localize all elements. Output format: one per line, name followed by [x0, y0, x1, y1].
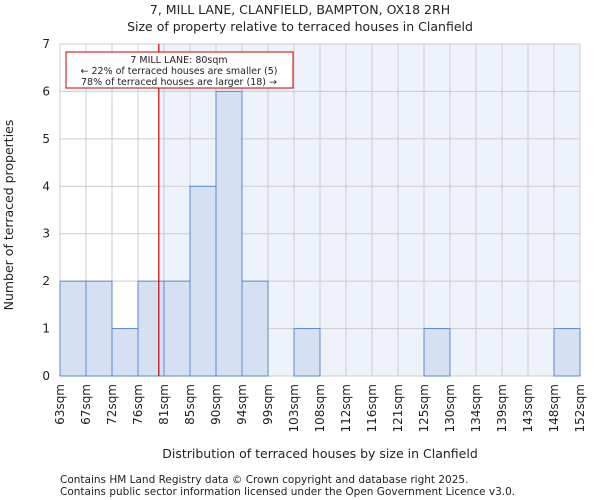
x-tick-label: 63sqm — [53, 384, 67, 425]
histogram-bar — [293, 328, 321, 377]
annotation-larger: 78% of terraced houses are larger (18) → — [81, 77, 277, 88]
annotation-smaller: ← 22% of terraced houses are smaller (5) — [81, 66, 278, 77]
x-tick-label: 152sqm — [573, 384, 587, 432]
x-tick-label: 72sqm — [105, 384, 119, 425]
x-tick-label: 103sqm — [287, 384, 301, 432]
x-tick-label: 125sqm — [417, 384, 431, 432]
chart-title: 7, MILL LANE, CLANFIELD, BAMPTON, OX18 2… — [150, 2, 450, 17]
x-tick-label: 76sqm — [131, 384, 145, 425]
x-tick-label: 112sqm — [339, 384, 353, 432]
histogram-bar — [553, 328, 581, 377]
x-tick-label: 116sqm — [365, 384, 379, 432]
x-tick-label: 108sqm — [313, 384, 327, 432]
x-tick-label: 67sqm — [79, 384, 93, 425]
x-tick-label: 121sqm — [391, 384, 405, 432]
y-axis-label: Number of terraced properties — [1, 120, 16, 311]
histogram-bar — [85, 280, 113, 377]
histogram-bar — [111, 328, 139, 377]
histogram-bar — [241, 280, 269, 377]
y-tick-label: 7 — [42, 37, 50, 51]
histogram-bar — [59, 280, 87, 377]
footer-line-2: Contains public sector information licen… — [60, 486, 515, 498]
y-tick-label: 5 — [42, 132, 50, 146]
chart-subtitle: Size of property relative to terraced ho… — [127, 19, 473, 34]
x-axis-label: Distribution of terraced houses by size … — [162, 446, 478, 461]
y-tick-label: 1 — [42, 322, 50, 336]
y-tick-label: 4 — [42, 179, 50, 193]
annotation-box — [65, 51, 294, 89]
x-tick-label: 90sqm — [209, 384, 223, 425]
x-tick-label: 143sqm — [521, 384, 535, 432]
y-tick-label: 0 — [42, 369, 50, 383]
footer-line-1: Contains HM Land Registry data © Crown c… — [60, 474, 468, 486]
x-tick-label: 81sqm — [157, 384, 171, 425]
annotation-title: 7 MILL LANE: 80sqm — [130, 55, 227, 66]
x-tick-label: 148sqm — [547, 384, 561, 432]
histogram-bar — [189, 185, 217, 377]
histogram-bar — [215, 90, 243, 377]
y-tick-label: 3 — [42, 227, 50, 241]
y-tick-label: 6 — [42, 84, 50, 98]
histogram-bar — [137, 280, 165, 377]
x-tick-label: 134sqm — [469, 384, 483, 432]
x-tick-label: 99sqm — [261, 384, 275, 425]
x-tick-label: 85sqm — [183, 384, 197, 425]
histogram-bar — [423, 328, 451, 377]
histogram-bar — [163, 280, 191, 377]
y-tick-label: 2 — [42, 274, 50, 288]
x-tick-label: 130sqm — [443, 384, 457, 432]
x-tick-label: 139sqm — [495, 384, 509, 432]
x-tick-label: 94sqm — [235, 384, 249, 425]
